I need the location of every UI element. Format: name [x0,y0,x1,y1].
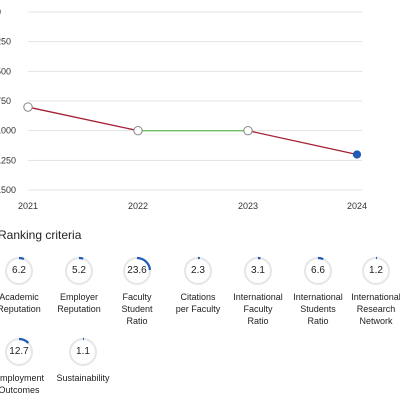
criterion-ring: 1.2 [361,256,391,286]
criterion-item: 1.2 International Research Network [344,256,400,327]
criterion-value: 1.1 [76,346,90,357]
criterion-ring: 23.6 [122,256,152,286]
criterion-label: Academic Reputation [0,292,41,314]
criterion-ring: 12.7 [4,337,34,367]
criterion-value: 3.1 [251,265,265,276]
criterion-ring: 1.1 [68,337,98,367]
criterion-item: 6.2 Academic Reputation [0,256,51,315]
y-tick-label: 0 [0,7,1,17]
criterion-value: 2.3 [191,265,205,276]
criterion-ring: 3.1 [243,256,273,286]
criterion-value: 12.7 [9,346,29,357]
criterion-ring: 2.3 [183,256,213,286]
rank-history-chart: 0 250 500 750 1000 1250 15002021 2022 2023 2024 [0,7,367,211]
criterion-item: 5.2 Employer Reputation [47,256,111,315]
criterion-ring: 5.2 [64,256,94,286]
criterion-label: Citations per Faculty [175,292,221,314]
criterion-label: International Research Network [351,292,400,326]
x-tick-label: 2021 [18,201,38,211]
criterion-value: 6.6 [311,265,325,276]
y-tick-label: 1500 [0,185,16,195]
criterion-value: 5.2 [72,265,86,276]
y-tick-label: 250 [0,37,11,47]
series-segment [27,106,139,132]
ranking-criteria-title: Ranking criteria [0,228,82,242]
criterion-value: 23.6 [127,265,147,276]
criterion-label: Employment Outcomes [0,373,45,395]
data-point [243,125,253,136]
criterion-ring: 6.2 [4,256,34,286]
criterion-item: 1.1 Sustainability [51,337,115,384]
criterion-item: 3.1 International Faculty Ratio [226,256,290,327]
x-tick-label: 2024 [347,201,367,211]
series-segment [247,130,358,156]
criterion-item: 2.3 Citations per Faculty [166,256,230,315]
criterion-label: International Faculty Ratio [233,292,283,326]
criterion-ring: 6.6 [303,256,333,286]
data-point [352,150,362,159]
criterion-item: 12.7 Employment Outcomes [0,337,51,396]
criterion-label: Sustainability [56,373,110,383]
criterion-label: Employer Reputation [57,292,101,314]
y-tick-label: 1000 [0,126,16,136]
y-tick-label: 1250 [0,155,16,165]
criterion-label: Faculty Student Ratio [121,292,153,326]
y-tick-label: 500 [0,66,11,76]
criterion-label: International Students Ratio [293,292,343,326]
data-point [23,102,33,112]
criterion-value: 6.2 [12,265,26,276]
criterion-item: 6.6 International Students Ratio [286,256,350,327]
criterion-value: 1.2 [369,265,383,276]
x-tick-label: 2023 [238,201,258,211]
x-tick-label: 2022 [128,201,148,211]
data-point [133,125,143,136]
criterion-item: 23.6 Faculty Student Ratio [105,256,169,327]
y-tick-label: 750 [0,96,11,106]
